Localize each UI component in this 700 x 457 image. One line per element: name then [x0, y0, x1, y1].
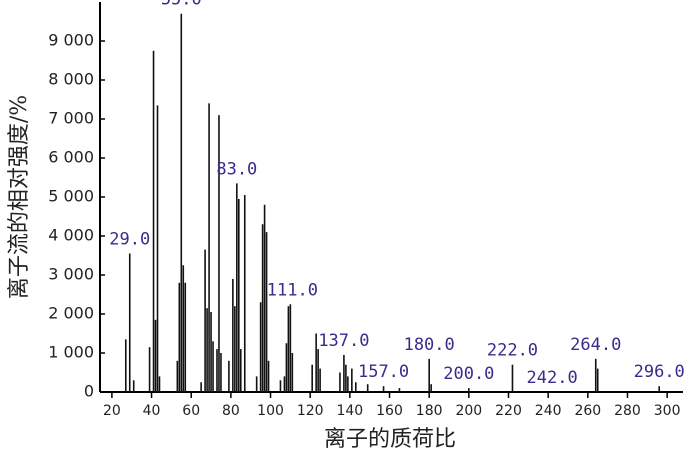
peak-label: 264.0: [570, 335, 621, 355]
x-tick-label: 240: [535, 403, 562, 419]
x-tick-label: 160: [376, 403, 403, 419]
y-tick-label: 6 000: [48, 148, 94, 167]
y-tick-label: 0: [84, 382, 94, 401]
x-tick-label: 200: [455, 403, 482, 419]
peak-label: 242.0: [527, 368, 578, 388]
y-axis-title: 离子流的相对强度/%: [7, 95, 32, 299]
x-tick-label: 220: [495, 403, 522, 419]
peak-label: 55.0: [161, 0, 202, 10]
peak-label: 200.0: [443, 364, 494, 384]
peak-label: 222.0: [487, 341, 538, 361]
y-tick-label: 2 000: [48, 304, 94, 323]
x-tick-label: 60: [182, 403, 200, 419]
x-tick-label: 40: [143, 403, 161, 419]
x-tick-label: 80: [222, 403, 240, 419]
y-tick-label: 8 000: [48, 70, 94, 89]
peak-label: 296.0: [634, 362, 685, 382]
y-tick-label: 7 000: [48, 109, 94, 128]
peak-label: 180.0: [404, 335, 455, 355]
peak-label: 157.0: [358, 362, 409, 382]
x-tick-label: 260: [574, 403, 601, 419]
x-tick-label: 120: [297, 403, 324, 419]
peak-label: 111.0: [267, 280, 318, 300]
y-tick-label: 3 000: [48, 265, 94, 284]
x-tick-label: 280: [614, 403, 641, 419]
x-tick-label: 300: [654, 403, 681, 419]
peak-label: 137.0: [318, 331, 369, 351]
y-tick-label: 4 000: [48, 226, 94, 245]
peak-label: 29.0: [109, 230, 150, 250]
y-tick-label: 9 000: [48, 31, 94, 50]
y-tick-label: 1 000: [48, 343, 94, 362]
y-tick-label: 5 000: [48, 187, 94, 206]
x-tick-label: 20: [103, 403, 121, 419]
x-tick-label: 180: [416, 403, 443, 419]
x-tick-label: 140: [336, 403, 363, 419]
x-tick-label: 100: [257, 403, 284, 419]
x-axis-title: 离子的质荷比: [324, 427, 456, 452]
peak-label: 83.0: [216, 159, 257, 179]
